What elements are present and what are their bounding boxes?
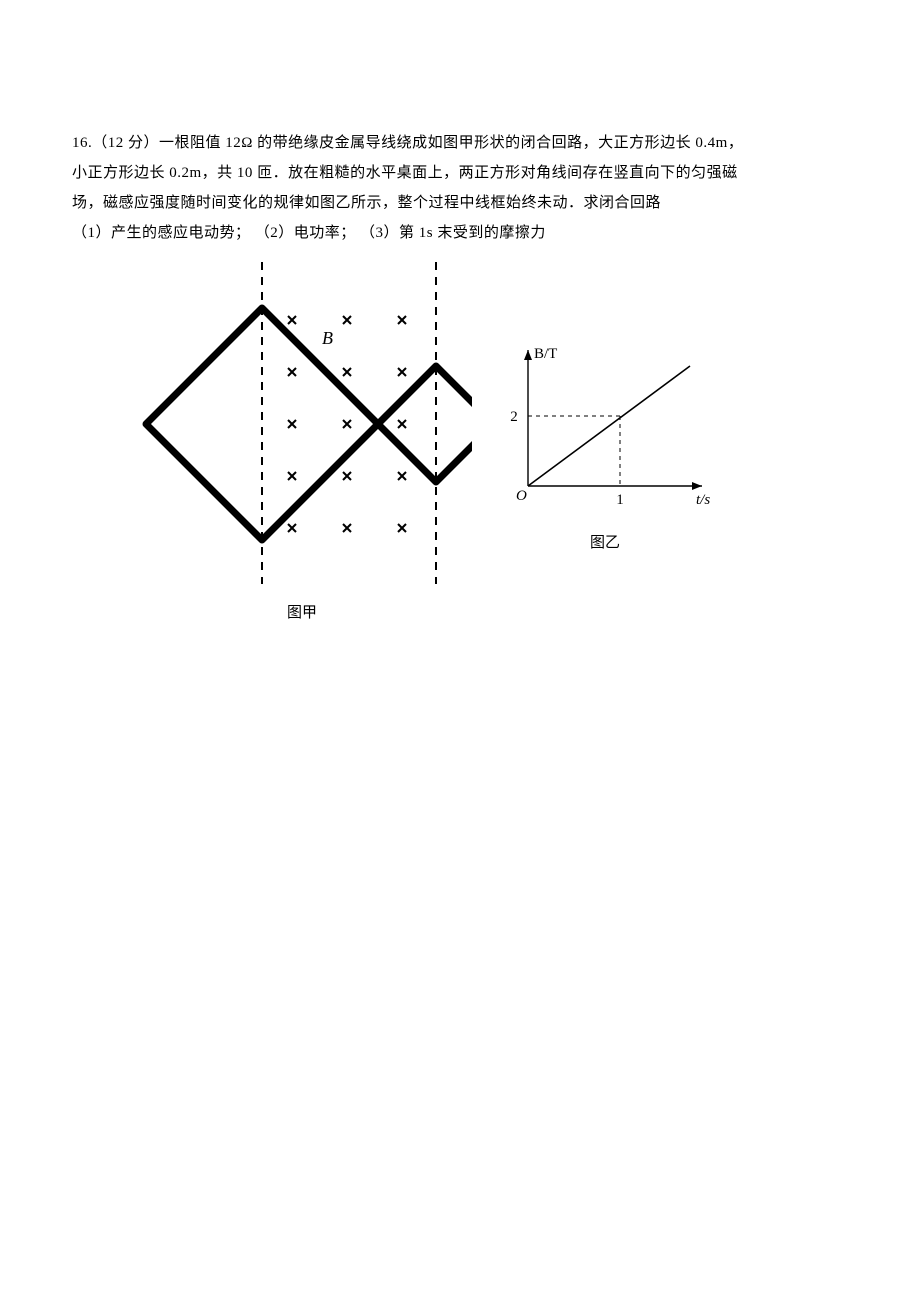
svg-text:t/s: t/s [696,492,710,508]
problem-text: 16.（12 分）一根阻值 12Ω 的带绝缘皮金属导线绕成如图甲形状的闭合回路，… [72,128,848,248]
svg-text:2: 2 [510,409,518,425]
svg-text:O: O [516,488,527,504]
text-line: 16.（12 分）一根阻值 12Ω 的带绝缘皮金属导线绕成如图甲形状的闭合回路，… [72,128,848,158]
svg-text:B: B [322,328,333,348]
svg-text:1: 1 [616,492,624,508]
figure-yi-caption: 图乙 [590,528,620,558]
figure-jia-caption: 图甲 [287,598,317,628]
svg-text:B/T: B/T [534,346,557,362]
figure-yi-wrap: B/T 2 O 1 t/s 图乙 [490,324,720,558]
figure-jia-wrap: B 图甲 [132,254,472,628]
text-line: 小正方形边长 0.2m，共 10 匝．放在粗糙的水平桌面上，两正方形对角线间存在… [72,158,848,188]
text-line: 场，磁感应强度随时间变化的规律如图乙所示，整个过程中线框始终未动．求闭合回路 [72,188,848,218]
figure-jia: B [132,254,472,594]
figures: B 图甲 B/T 2 O 1 t/s 图乙 [72,254,848,628]
text-line: （1）产生的感应电动势； （2）电功率； （3）第 1s 末受到的摩擦力 [72,218,848,248]
figure-yi: B/T 2 O 1 t/s [490,324,720,524]
